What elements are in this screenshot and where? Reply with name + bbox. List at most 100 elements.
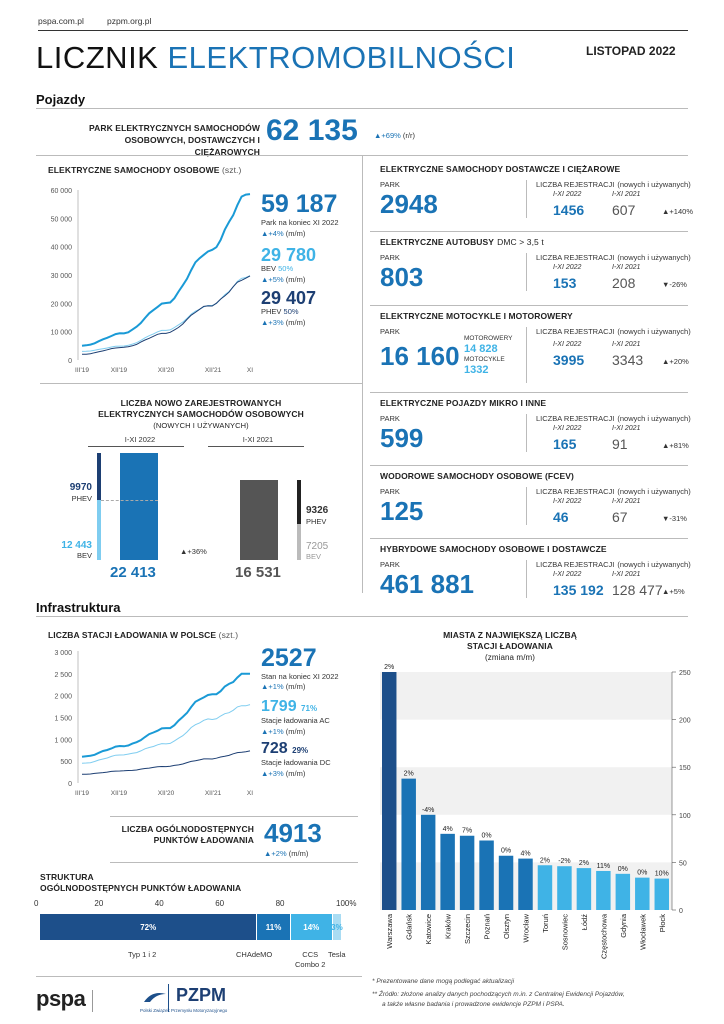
reg-phev-2022: 9970 (69, 482, 92, 493)
data-label: 2% (404, 771, 414, 778)
points-label-1: LICZBA OGÓLNODOSTĘPNYCH (121, 824, 254, 834)
structure-segment: 11% (257, 914, 291, 940)
block-park-label: PARK (380, 487, 400, 496)
bev-label: BEV (261, 264, 277, 273)
bev-change-unit: (m/m) (285, 275, 306, 284)
block-park-value: 803 (380, 262, 424, 292)
bar-Olsztyn (498, 855, 514, 910)
infra-unit: (szt.) (218, 630, 239, 640)
pzpm-link[interactable]: pzpm.org.pl (107, 16, 152, 26)
points-change-value: ▲+2% (264, 849, 287, 858)
block-park-value: 2948 (380, 189, 438, 219)
reg-change: ▲+36% (180, 547, 207, 556)
y-tick-label: 50 (679, 860, 687, 867)
reg-label: LICZBA REJESTRACJI (536, 327, 615, 336)
infra-total-change-value: ▲+1% (261, 682, 284, 691)
reg-bev-2021: 7205 (306, 541, 329, 552)
park-label-2: OSOBOWYCH, DOSTAWCZYCH I CIĘŻAROWYCH (124, 135, 260, 157)
block-separator (370, 392, 688, 393)
reg-title-1: LICZBA NOWO ZAREJESTROWANYCH (120, 398, 282, 408)
block-value-2021: 67 (612, 509, 628, 525)
y-tick-label: 60 000 (51, 188, 73, 195)
block-title-text: ELEKTRYCZNE SAMOCHODY DOSTAWCZE I CIĘŻAR… (380, 164, 621, 174)
block-park-label: PARK (380, 560, 400, 569)
block-change: ▲+81% (662, 441, 689, 450)
cars-bev-value: 29 780 (261, 245, 317, 265)
pzpm-sub: Polski Związek Przemysłu Motoryzacyjnego (140, 1008, 228, 1013)
series-line-1 (81, 275, 251, 352)
block-value-2021: 208 (612, 275, 636, 291)
series-line-0 (81, 193, 251, 347)
block-divider (526, 560, 527, 598)
label-tesla: Tesla (328, 950, 346, 959)
reg-unit: (nowych i używanych) (617, 180, 691, 189)
block-title-suffix: DMC > 3,5 t (497, 237, 544, 247)
park-change-value: ▲+69% (374, 131, 401, 140)
block-park-value: 599 (380, 423, 424, 453)
cars-total-change-value: ▲+4% (261, 229, 284, 238)
block-period-2: I-XI 2021 (612, 264, 641, 271)
bar-Sosnowiec (557, 866, 572, 910)
axis-tick-label: 80 (275, 899, 285, 908)
reg-title-2: ELEKTRYCZNYCH SAMOCHODÓW OSOBOWYCH (98, 409, 304, 419)
block-park-label: PARK (380, 327, 400, 336)
phev-label: PHEV (261, 307, 282, 316)
data-label: 4% (443, 826, 453, 833)
grid-band (380, 767, 672, 815)
section-infra: Infrastruktura (36, 600, 121, 615)
moto-label-1: MOTOROWERY (464, 335, 513, 342)
category-label: Płock (658, 914, 667, 933)
reg-phev-2021: 9326 (306, 505, 329, 516)
rule (36, 108, 688, 109)
x-tick-label: III'19 (75, 790, 89, 797)
block-reg-label: LICZBA REJESTRACJI (nowych i używanych) (536, 327, 691, 336)
x-tick-label: XII'21 (205, 790, 222, 797)
rule (110, 862, 358, 863)
block-period-2: I-XI 2021 (612, 571, 641, 578)
reg-bev-2022: 12 443 (61, 540, 92, 551)
cars-phev-label: PHEV 50% (261, 307, 299, 316)
structure-segment: 3% (331, 914, 343, 940)
infra-title: LICZBA STACJI ŁADOWANIA W POLSCE (szt.) (48, 630, 238, 640)
y-tick-label: 1 000 (54, 737, 72, 744)
structure-bar: 72% 11% 14% 3% (40, 914, 343, 940)
block-change: ▲+5% (662, 587, 685, 596)
block-park-label: PARK (380, 253, 400, 262)
points-label: LICZBA OGÓLNODOSTĘPNYCH PUNKTÓW ŁADOWANI… (100, 824, 254, 846)
y-tick-label: 40 000 (51, 245, 73, 252)
y-tick-label: 30 000 (51, 273, 73, 280)
report-date: LISTOPAD 2022 (586, 44, 676, 58)
block-title: ELEKTRYCZNE AUTOBUSY DMC > 3,5 t (380, 237, 544, 247)
series-line-1 (81, 704, 251, 764)
reg-label: LICZBA REJESTRACJI (536, 180, 615, 189)
category-label: Kraków (444, 913, 453, 939)
block-title-text: ELEKTRYCZNE POJAZDY MIKRO I INNE (380, 398, 547, 408)
rule (110, 816, 358, 817)
category-label: Gdynia (619, 913, 628, 938)
bar-Szczecin (459, 835, 475, 910)
bar-Płock (654, 878, 669, 910)
block-period-2: I-XI 2021 (612, 191, 641, 198)
bar-Częstochowa (596, 870, 611, 910)
grid-band (380, 672, 672, 720)
points-change-unit: (m/m) (288, 849, 309, 858)
data-label: 2% (540, 857, 550, 864)
block-reg-label: LICZBA REJESTRACJI (nowych i używanych) (536, 414, 691, 423)
block-separator (370, 465, 688, 466)
rule (36, 616, 688, 617)
category-label: Olsztyn (502, 914, 511, 939)
block-period-2: I-XI 2021 (612, 498, 641, 505)
reg-bar-2021 (240, 480, 278, 560)
park-label-1: PARK ELEKTRYCZNYCH SAMOCHODÓW (88, 123, 260, 133)
cities-title-2: STACJI ŁADOWANIA (467, 641, 553, 651)
axis-tick-label: 40 (154, 899, 164, 908)
reg-label: LICZBA REJESTRACJI (536, 414, 615, 423)
structure-title-2: OGÓLNODOSTĘPNYCH PUNKTÓW ŁADOWANIA (40, 883, 242, 893)
category-label: Toruń (541, 914, 550, 933)
reg-p2: I-XI 2021 (242, 435, 274, 444)
reg-phev-label-2021: PHEV (306, 517, 327, 526)
pspa-link[interactable]: pspa.com.pl (38, 16, 84, 26)
reg-bev-marker-2022 (97, 500, 101, 560)
reg-p1: I-XI 2022 (124, 435, 156, 444)
park-label: PARK ELEKTRYCZNYCH SAMOCHODÓW OSOBOWYCH,… (60, 122, 260, 158)
